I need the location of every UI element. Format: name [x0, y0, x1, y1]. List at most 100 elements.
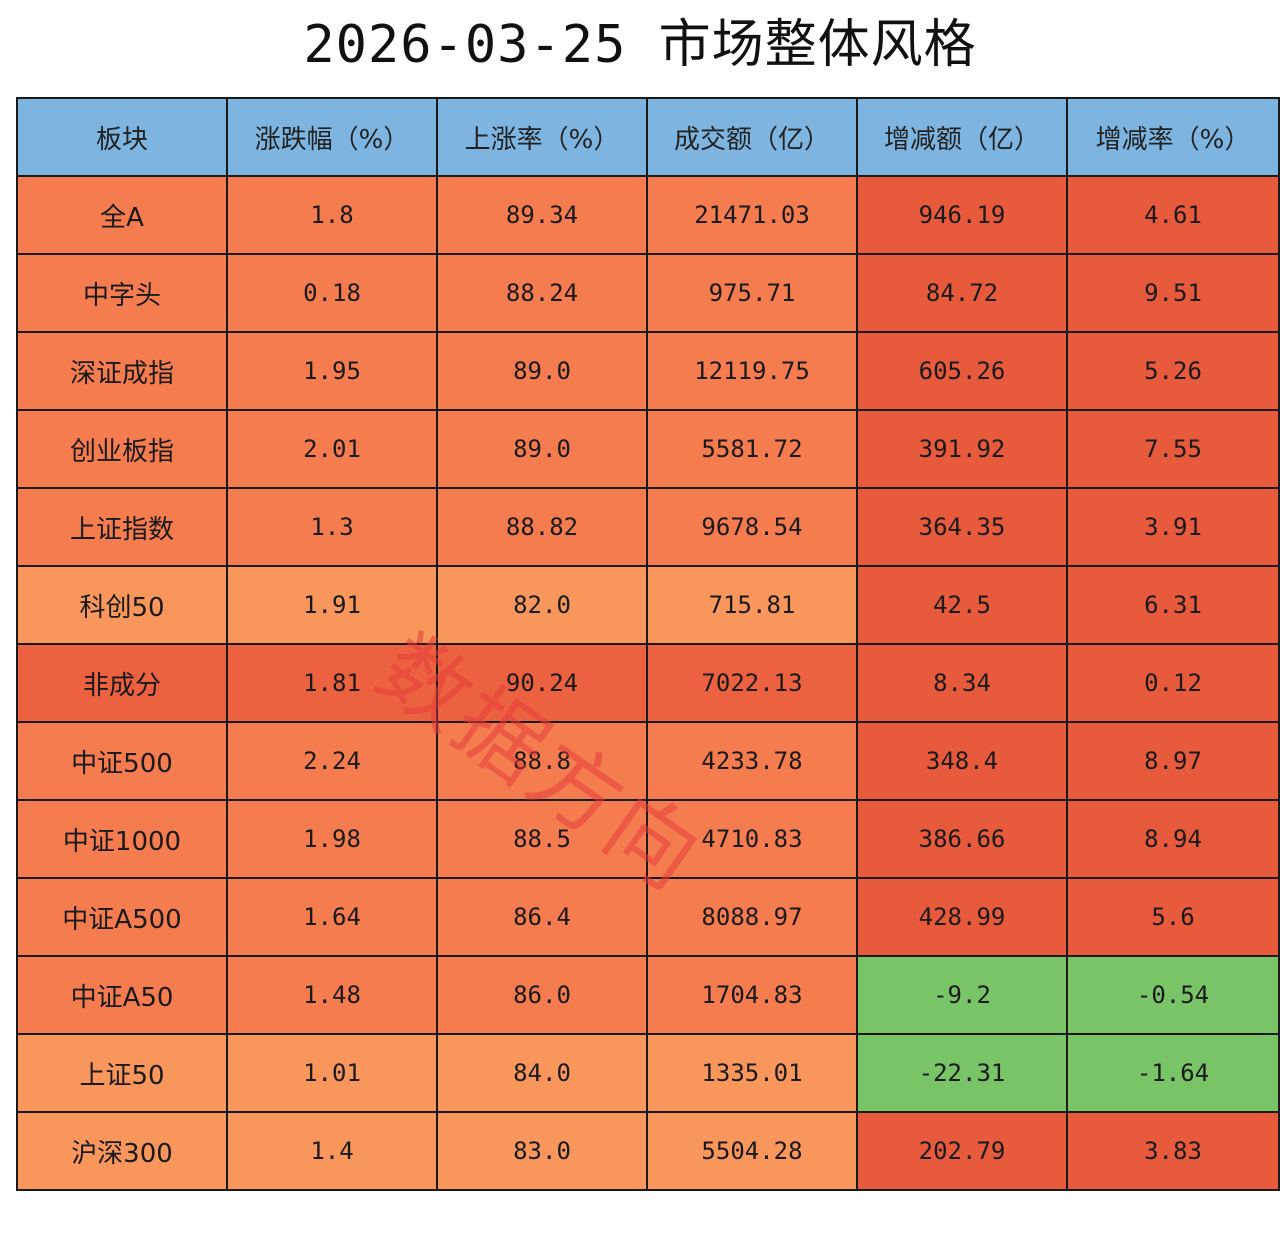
value-cell: 90.24	[436, 643, 648, 723]
table-row: 中证A500 1.64 86.4 8088.97 428.99 5.6	[16, 877, 1280, 957]
value-cell: 88.8	[436, 721, 648, 801]
table-row: 中字头 0.18 88.24 975.71 84.72 9.51	[16, 253, 1280, 333]
value-cell: 391.92	[856, 409, 1068, 489]
value-cell: 5.26	[1066, 331, 1280, 411]
table-row: 科创50 1.91 82.0 715.81 42.5 6.31	[16, 565, 1280, 645]
value-cell: 84.0	[436, 1033, 648, 1113]
value-cell: 1.48	[226, 955, 438, 1035]
value-cell: 8.34	[856, 643, 1068, 723]
row-label-cell: 上证指数	[16, 487, 228, 567]
value-cell: -22.31	[856, 1033, 1068, 1113]
value-cell: 86.0	[436, 955, 648, 1035]
column-header: 上涨率（%）	[436, 97, 648, 177]
value-cell: 0.12	[1066, 643, 1280, 723]
value-cell: 605.26	[856, 331, 1068, 411]
value-cell: 1.98	[226, 799, 438, 879]
table-row: 中证A50 1.48 86.0 1704.83 -9.2 -0.54	[16, 955, 1280, 1035]
value-cell: 89.34	[436, 175, 648, 255]
value-cell: 89.0	[436, 409, 648, 489]
table-body: 全A 1.8 89.34 21471.03 946.19 4.61 中字头 0.18 88.24…	[16, 175, 1280, 1191]
row-label-cell: 中证A50	[16, 955, 228, 1035]
header-row: 板块 涨跌幅（%） 上涨率（%） 成交额（亿） 增减额（亿） 增减率（%）	[16, 97, 1280, 177]
value-cell: 715.81	[646, 565, 858, 645]
value-cell: 364.35	[856, 487, 1068, 567]
value-cell: 1335.01	[646, 1033, 858, 1113]
value-cell: 8088.97	[646, 877, 858, 957]
value-cell: 88.5	[436, 799, 648, 879]
value-cell: 202.79	[856, 1111, 1068, 1191]
value-cell: 2.01	[226, 409, 438, 489]
value-cell: 12119.75	[646, 331, 858, 411]
value-cell: 1.4	[226, 1111, 438, 1191]
column-header: 板块	[16, 97, 228, 177]
value-cell: 5504.28	[646, 1111, 858, 1191]
value-cell: 84.72	[856, 253, 1068, 333]
row-label-cell: 非成分	[16, 643, 228, 723]
value-cell: 83.0	[436, 1111, 648, 1191]
value-cell: 1.64	[226, 877, 438, 957]
table-row: 非成分 1.81 90.24 7022.13 8.34 0.12	[16, 643, 1280, 723]
table-row: 深证成指 1.95 89.0 12119.75 605.26 5.26	[16, 331, 1280, 411]
market-style-table: 板块 涨跌幅（%） 上涨率（%） 成交额（亿） 增减额（亿） 增减率（%） 全A 1.8 89…	[16, 97, 1280, 1191]
market-style-table-wrap: 板块 涨跌幅（%） 上涨率（%） 成交额（亿） 增减额（亿） 增减率（%） 全A 1.8 89…	[16, 97, 1280, 1191]
table-row: 中证1000 1.98 88.5 4710.83 386.66 8.94	[16, 799, 1280, 879]
row-label-cell: 中证1000	[16, 799, 228, 879]
value-cell: 5581.72	[646, 409, 858, 489]
value-cell: 4.61	[1066, 175, 1280, 255]
value-cell: -0.54	[1066, 955, 1280, 1035]
row-label-cell: 中字头	[16, 253, 228, 333]
value-cell: 2.24	[226, 721, 438, 801]
table-row: 中证500 2.24 88.8 4233.78 348.4 8.97	[16, 721, 1280, 801]
value-cell: 8.97	[1066, 721, 1280, 801]
value-cell: 88.82	[436, 487, 648, 567]
table-row: 全A 1.8 89.34 21471.03 946.19 4.61	[16, 175, 1280, 255]
row-label-cell: 沪深300	[16, 1111, 228, 1191]
value-cell: 1.95	[226, 331, 438, 411]
value-cell: 1.01	[226, 1033, 438, 1113]
value-cell: 7022.13	[646, 643, 858, 723]
row-label-cell: 中证A500	[16, 877, 228, 957]
value-cell: 3.83	[1066, 1111, 1280, 1191]
table-row: 上证指数 1.3 88.82 9678.54 364.35 3.91	[16, 487, 1280, 567]
table-row: 上证50 1.01 84.0 1335.01 -22.31 -1.64	[16, 1033, 1280, 1113]
row-label-cell: 中证500	[16, 721, 228, 801]
value-cell: 42.5	[856, 565, 1068, 645]
row-label-cell: 深证成指	[16, 331, 228, 411]
value-cell: 86.4	[436, 877, 648, 957]
value-cell: 428.99	[856, 877, 1068, 957]
table-row: 沪深300 1.4 83.0 5504.28 202.79 3.83	[16, 1111, 1280, 1191]
column-header: 增减率（%）	[1066, 97, 1280, 177]
value-cell: 1704.83	[646, 955, 858, 1035]
value-cell: 88.24	[436, 253, 648, 333]
value-cell: -1.64	[1066, 1033, 1280, 1113]
value-cell: -9.2	[856, 955, 1068, 1035]
value-cell: 0.18	[226, 253, 438, 333]
value-cell: 975.71	[646, 253, 858, 333]
value-cell: 1.81	[226, 643, 438, 723]
value-cell: 1.91	[226, 565, 438, 645]
value-cell: 8.94	[1066, 799, 1280, 879]
value-cell: 4233.78	[646, 721, 858, 801]
column-header: 增减额（亿）	[856, 97, 1068, 177]
value-cell: 946.19	[856, 175, 1068, 255]
value-cell: 21471.03	[646, 175, 858, 255]
value-cell: 4710.83	[646, 799, 858, 879]
value-cell: 9.51	[1066, 253, 1280, 333]
value-cell: 1.8	[226, 175, 438, 255]
page-title: 2026-03-25 市场整体风格	[303, 15, 977, 75]
value-cell: 5.6	[1066, 877, 1280, 957]
column-header: 涨跌幅（%）	[226, 97, 438, 177]
value-cell: 9678.54	[646, 487, 858, 567]
value-cell: 348.4	[856, 721, 1068, 801]
value-cell: 7.55	[1066, 409, 1280, 489]
row-label-cell: 全A	[16, 175, 228, 255]
value-cell: 89.0	[436, 331, 648, 411]
value-cell: 386.66	[856, 799, 1068, 879]
row-label-cell: 创业板指	[16, 409, 228, 489]
table-header: 板块 涨跌幅（%） 上涨率（%） 成交额（亿） 增减额（亿） 增减率（%）	[16, 97, 1280, 177]
value-cell: 1.3	[226, 487, 438, 567]
value-cell: 6.31	[1066, 565, 1280, 645]
column-header: 成交额（亿）	[646, 97, 858, 177]
row-label-cell: 科创50	[16, 565, 228, 645]
table-row: 创业板指 2.01 89.0 5581.72 391.92 7.55	[16, 409, 1280, 489]
